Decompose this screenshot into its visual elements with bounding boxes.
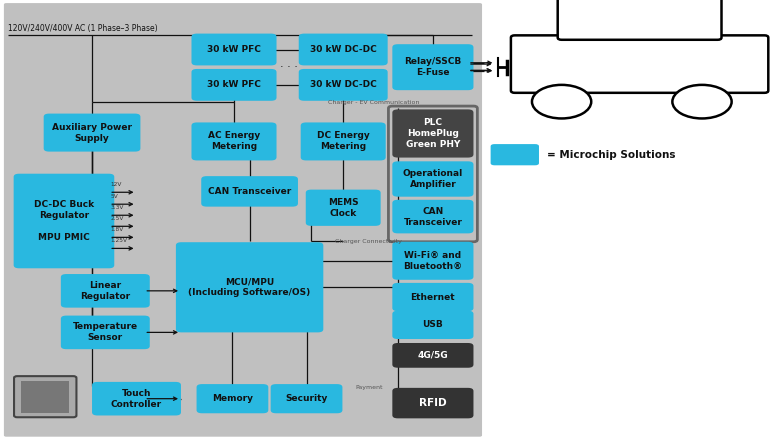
Text: = Microchip Solutions: = Microchip Solutions [547, 150, 675, 160]
FancyBboxPatch shape [192, 122, 276, 160]
FancyBboxPatch shape [14, 376, 76, 417]
Text: MEMS
Clock: MEMS Clock [328, 198, 359, 218]
Text: Charger - EV Communication: Charger - EV Communication [328, 100, 419, 105]
Text: 2.5V: 2.5V [111, 216, 124, 221]
Text: Charger Connectivity: Charger Connectivity [335, 239, 402, 244]
Text: Payment: Payment [356, 385, 383, 390]
Text: 30 kW PFC: 30 kW PFC [207, 45, 261, 54]
Circle shape [672, 85, 732, 118]
FancyBboxPatch shape [21, 381, 69, 413]
Text: Relay/SSCB
E-Fuse: Relay/SSCB E-Fuse [404, 57, 462, 77]
Text: CAN
Transceiver: CAN Transceiver [403, 206, 463, 227]
Text: MCU/MPU
(Including Software/OS): MCU/MPU (Including Software/OS) [189, 277, 310, 297]
FancyBboxPatch shape [61, 316, 150, 349]
Text: AC Energy
Metering: AC Energy Metering [208, 131, 260, 152]
FancyBboxPatch shape [392, 200, 473, 233]
Text: Auxiliary Power
Supply: Auxiliary Power Supply [52, 122, 132, 143]
FancyBboxPatch shape [299, 34, 388, 65]
Text: Ethernet: Ethernet [410, 293, 456, 301]
Text: Temperature
Sensor: Temperature Sensor [73, 322, 138, 343]
FancyBboxPatch shape [392, 44, 473, 90]
Text: 4G/5G: 4G/5G [417, 351, 448, 360]
FancyBboxPatch shape [306, 190, 381, 226]
Text: 1.8V: 1.8V [111, 227, 124, 232]
FancyBboxPatch shape [201, 176, 298, 207]
FancyBboxPatch shape [491, 144, 539, 165]
FancyBboxPatch shape [197, 384, 268, 413]
Text: 3.3V: 3.3V [111, 205, 124, 210]
FancyBboxPatch shape [4, 3, 482, 437]
Text: USB: USB [423, 320, 443, 329]
FancyBboxPatch shape [301, 122, 385, 160]
FancyBboxPatch shape [299, 69, 388, 101]
Text: Operational
Amplifier: Operational Amplifier [402, 169, 463, 189]
FancyBboxPatch shape [392, 283, 473, 311]
Text: CAN Transceiver: CAN Transceiver [208, 187, 291, 196]
FancyBboxPatch shape [92, 382, 181, 415]
Text: Wi-Fi® and
Bluetooth®: Wi-Fi® and Bluetooth® [403, 251, 463, 271]
FancyBboxPatch shape [392, 311, 473, 339]
FancyBboxPatch shape [44, 114, 140, 152]
FancyBboxPatch shape [14, 174, 115, 268]
Text: Security: Security [285, 394, 328, 403]
FancyBboxPatch shape [392, 343, 473, 368]
Text: DC Energy
Metering: DC Energy Metering [317, 131, 370, 152]
Circle shape [532, 85, 591, 118]
Text: DC-DC Buck
Regulator

MPU PMIC: DC-DC Buck Regulator MPU PMIC [34, 200, 94, 242]
FancyBboxPatch shape [176, 242, 323, 332]
FancyBboxPatch shape [61, 274, 150, 308]
FancyBboxPatch shape [392, 110, 473, 158]
Text: 30 kW DC-DC: 30 kW DC-DC [310, 80, 377, 89]
Text: 5V: 5V [111, 194, 119, 199]
Text: Linear
Regulator: Linear Regulator [80, 281, 130, 301]
FancyBboxPatch shape [271, 384, 342, 413]
Text: 12V: 12V [111, 182, 122, 187]
Text: RFID: RFID [419, 398, 447, 408]
FancyBboxPatch shape [392, 161, 473, 197]
Text: 1.25V: 1.25V [111, 238, 128, 243]
Text: 30 kW DC-DC: 30 kW DC-DC [310, 45, 377, 54]
FancyBboxPatch shape [392, 388, 473, 418]
Text: 120V/240V/400V AC (1 Phase–3 Phase): 120V/240V/400V AC (1 Phase–3 Phase) [8, 24, 158, 33]
FancyBboxPatch shape [558, 0, 722, 40]
Text: Memory: Memory [212, 394, 253, 403]
FancyBboxPatch shape [192, 69, 276, 101]
Text: · · ·: · · · [280, 62, 297, 72]
FancyBboxPatch shape [511, 35, 768, 93]
Text: 30 kW PFC: 30 kW PFC [207, 80, 261, 89]
FancyBboxPatch shape [392, 242, 473, 280]
Text: Touch
Controller: Touch Controller [111, 389, 162, 409]
Text: PLC
HomePlug
Green PHY: PLC HomePlug Green PHY [406, 118, 460, 149]
FancyBboxPatch shape [192, 34, 276, 65]
